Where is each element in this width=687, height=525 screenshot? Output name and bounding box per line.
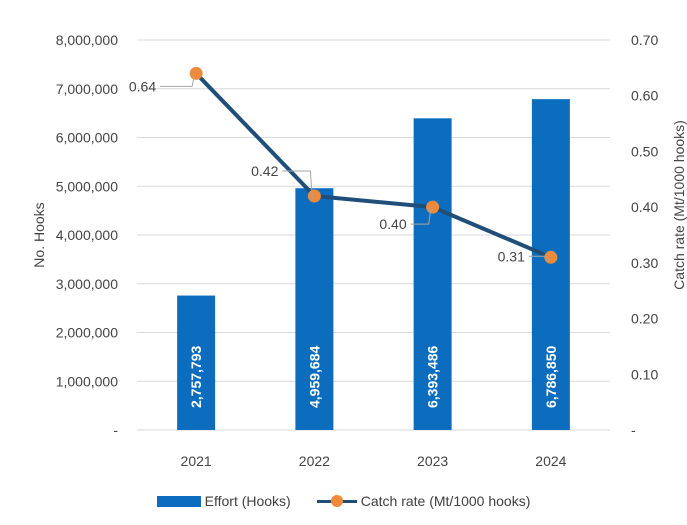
- legend-label-catch-rate: Catch rate (Mt/1000 hooks): [360, 493, 531, 509]
- line-point: [426, 200, 440, 214]
- y-right-tick-label: 0.30: [631, 255, 658, 271]
- line-data-label: 0.31: [498, 248, 525, 264]
- y-axis-right-title: Catch rate (Mt/1000 hooks): [671, 120, 687, 290]
- line-labels: 0.64 0.42 0.40 0.31: [129, 76, 550, 264]
- chart: - 1,000,000 2,000,000 3,000,000 4,000,000 5,0…: [31, 32, 687, 469]
- legend-swatch-line: [316, 495, 357, 507]
- bar: [295, 188, 334, 430]
- x-tick-label: 2023: [417, 453, 448, 469]
- right-axis: - 0.10 0.20 0.30 0.40 0.50 0.60 0.70: [631, 32, 658, 438]
- bar-data-label: 4,959,684: [306, 346, 322, 408]
- legend: Effort (Hooks) Catch rate (Mt/1000 hooks…: [0, 489, 687, 513]
- line-point: [189, 66, 203, 80]
- y-right-tick-label: 0.70: [631, 32, 658, 48]
- y-right-tick-label: 0.60: [631, 88, 658, 104]
- leader-line: [282, 170, 313, 200]
- legend-swatch-bar: [156, 495, 201, 507]
- left-axis: - 1,000,000 2,000,000 3,000,000 4,000,000 5,0…: [56, 32, 119, 438]
- bar: [177, 295, 216, 430]
- leader-line: [410, 210, 432, 225]
- y-left-tick-label: 5,000,000: [56, 178, 118, 194]
- x-axis: 2021 2022 2023 2024: [181, 453, 567, 469]
- y-right-tick-label: 0.50: [631, 143, 658, 159]
- y-right-tick-label: 0.20: [631, 311, 658, 327]
- leader-line: [528, 255, 550, 261]
- catch-rate-line: [194, 72, 552, 260]
- y-left-tick-label: 6,000,000: [56, 130, 118, 146]
- line-point: [307, 189, 321, 203]
- bars: 2,757,793 4,959,684 6,393,486 6,786,850: [177, 99, 570, 431]
- leader-line: [160, 76, 195, 87]
- x-tick-label: 2024: [535, 453, 566, 469]
- y-left-tick-label: 1,000,000: [56, 373, 118, 389]
- y-left-tick-label: 8,000,000: [56, 32, 118, 48]
- bar: [531, 99, 570, 431]
- bar-data-label: 6,393,486: [425, 346, 441, 408]
- line-data-label: 0.40: [379, 216, 406, 232]
- y-left-tick-label: 4,000,000: [56, 227, 118, 243]
- gridlines: [137, 39, 610, 431]
- bar: [413, 118, 452, 430]
- line-point: [544, 250, 558, 264]
- y-right-tick-label: -: [631, 422, 636, 438]
- bar-data-label: 2,757,793: [188, 346, 204, 408]
- line-data-label: 0.64: [129, 78, 156, 94]
- y-left-tick-label: 7,000,000: [56, 81, 118, 97]
- line-data-label: 0.42: [251, 163, 278, 179]
- y-left-tick-label: 2,000,000: [56, 325, 118, 341]
- y-right-tick-label: 0.10: [631, 366, 658, 382]
- y-left-tick-label: -: [113, 422, 118, 438]
- y-left-tick-label: 3,000,000: [56, 276, 118, 292]
- line-series: [189, 66, 558, 264]
- x-tick-label: 2022: [299, 453, 330, 469]
- bar-data-label: 6,786,850: [543, 346, 559, 408]
- legend-item-effort: Effort (Hooks): [156, 493, 291, 509]
- x-tick-label: 2021: [181, 453, 212, 469]
- legend-label-effort: Effort (Hooks): [204, 493, 291, 509]
- y-axis-left-title: No. Hooks: [31, 202, 47, 267]
- y-right-tick-label: 0.40: [631, 199, 658, 215]
- legend-item-catch-rate: Catch rate (Mt/1000 hooks): [316, 493, 531, 509]
